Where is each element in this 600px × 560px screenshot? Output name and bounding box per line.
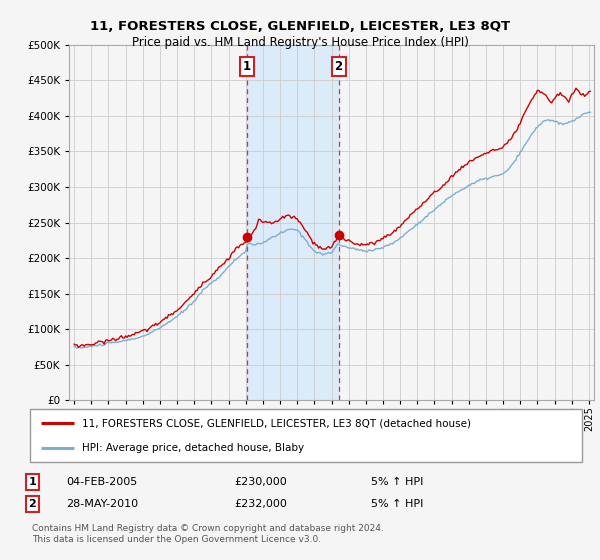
Bar [247,45,338,400]
Text: 2: 2 [334,59,343,73]
Text: 28-MAY-2010: 28-MAY-2010 [67,499,139,509]
Text: HPI: Average price, detached house, Blaby: HPI: Average price, detached house, Blab… [82,442,305,452]
Text: 5% ↑ HPI: 5% ↑ HPI [371,499,424,509]
Text: 1: 1 [243,59,251,73]
Text: 5% ↑ HPI: 5% ↑ HPI [371,477,424,487]
Text: 11, FORESTERS CLOSE, GLENFIELD, LEICESTER, LE3 8QT (detached house): 11, FORESTERS CLOSE, GLENFIELD, LEICESTE… [82,418,472,428]
Text: 2: 2 [28,499,36,509]
Text: £230,000: £230,000 [235,477,287,487]
Text: Price paid vs. HM Land Registry's House Price Index (HPI): Price paid vs. HM Land Registry's House … [131,36,469,49]
Text: 1: 1 [28,477,36,487]
Text: 04-FEB-2005: 04-FEB-2005 [67,477,138,487]
FancyBboxPatch shape [30,409,582,462]
Text: £232,000: £232,000 [235,499,287,509]
Text: Contains HM Land Registry data © Crown copyright and database right 2024.
This d: Contains HM Land Registry data © Crown c… [32,525,384,544]
Text: 11, FORESTERS CLOSE, GLENFIELD, LEICESTER, LE3 8QT: 11, FORESTERS CLOSE, GLENFIELD, LEICESTE… [90,20,510,32]
